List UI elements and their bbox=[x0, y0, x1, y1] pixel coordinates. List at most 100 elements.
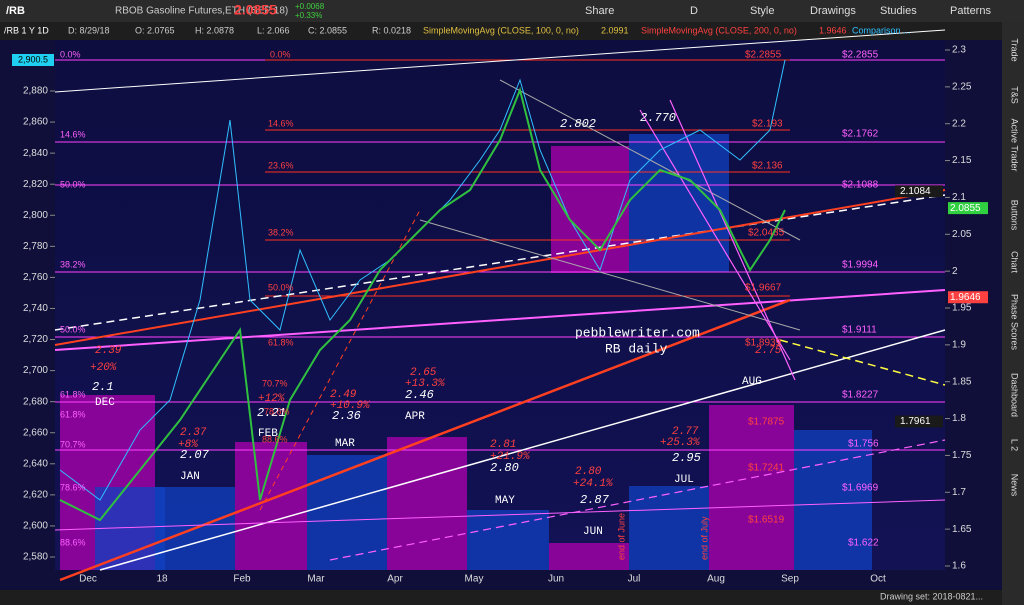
gains-label: +25.3% bbox=[660, 437, 701, 449]
price-badge bbox=[895, 185, 943, 198]
gains-label: 2.77 bbox=[672, 426, 699, 438]
fib-red-label: $1.7875 bbox=[748, 417, 785, 428]
fib-left-label: 50.0% bbox=[60, 324, 86, 334]
side-tab[interactable]: L 2 bbox=[1010, 439, 1020, 451]
side-tab[interactable]: Phase Scores bbox=[1010, 294, 1020, 351]
y2-tick-label: 1.75 bbox=[952, 450, 972, 461]
side-tab[interactable]: Trade bbox=[1010, 38, 1020, 61]
side-tab[interactable]: Dashboard bbox=[1010, 373, 1020, 417]
drawing-line bbox=[54, 499, 946, 531]
watermark-label: pebblewriter.com bbox=[575, 325, 700, 340]
fib-right-label: $2.2855 bbox=[842, 50, 879, 61]
drawing-line bbox=[59, 298, 791, 582]
y2-tick-label: 1.65 bbox=[952, 524, 972, 535]
info-bar bbox=[0, 22, 1024, 40]
x-tick-label: 18 bbox=[156, 574, 168, 585]
y-tick-label: 2,680 bbox=[23, 396, 48, 407]
y2-tick-label: 1.7 bbox=[952, 487, 966, 498]
x-tick-label: Apr bbox=[387, 574, 403, 585]
price-badge-label: 2.0855 bbox=[950, 203, 981, 214]
note: end of June bbox=[616, 513, 626, 560]
fib-right-label: $1.9994 bbox=[842, 260, 879, 271]
y2-tick-label: 1.85 bbox=[952, 376, 972, 387]
gains-label: +12% bbox=[258, 393, 286, 405]
y2-tick-label: 2.15 bbox=[952, 155, 972, 166]
y2-tick-label: 2.2 bbox=[952, 118, 966, 129]
x-tick-label: Jul bbox=[628, 574, 641, 585]
toolbar bbox=[0, 0, 1024, 22]
side-tab[interactable]: T&S bbox=[1010, 86, 1020, 104]
x-tick-label: Jun bbox=[548, 574, 564, 585]
waves-label: 2.80 bbox=[490, 461, 519, 475]
toolbar-button[interactable]: Studies bbox=[880, 5, 917, 17]
watermark-label: RB daily bbox=[605, 341, 668, 356]
side-tab[interactable]: Buttons bbox=[1010, 200, 1020, 231]
info-comparison: Comparison ... bbox=[852, 25, 911, 35]
fib-mid-label: 50.0% bbox=[268, 282, 294, 292]
info-period: /RB 1 Y 1D bbox=[4, 25, 49, 35]
y-tick-label: 2,840 bbox=[23, 148, 48, 159]
info-low: L: 2.066 bbox=[257, 25, 290, 35]
info-range: R: 0.0218 bbox=[372, 25, 411, 35]
waves-label: 2.87 bbox=[580, 493, 610, 507]
fib-red-label: $1.7241 bbox=[748, 463, 785, 474]
y-tick-label: 2,580 bbox=[23, 552, 48, 563]
price-badge-label: 2.1084 bbox=[900, 186, 931, 197]
y2-tick-label: 2.05 bbox=[952, 229, 972, 240]
period-box bbox=[387, 437, 467, 570]
gains-label: +13.3% bbox=[405, 378, 446, 390]
fib-mid-label: 14.6% bbox=[268, 118, 294, 128]
y-tick-label: 2,660 bbox=[23, 427, 48, 438]
side-tab[interactable]: Active Trader bbox=[1010, 118, 1020, 171]
toolbar-button[interactable]: Patterns bbox=[950, 5, 991, 17]
side-tab[interactable]: News bbox=[1010, 474, 1020, 497]
period-box bbox=[794, 430, 872, 570]
y2-tick-label: 2.3 bbox=[952, 45, 966, 56]
fib-mid-label: 61.8% bbox=[268, 337, 294, 347]
y-tick-label: 2,620 bbox=[23, 490, 48, 501]
period-box bbox=[629, 486, 709, 570]
y-tick-label: 2,780 bbox=[23, 241, 48, 252]
toolbar-button[interactable]: Style bbox=[750, 5, 774, 17]
fib-left-label: 61.8% bbox=[60, 389, 86, 399]
months-label: AUG bbox=[742, 376, 762, 388]
info-open: O: 2.0765 bbox=[135, 25, 175, 35]
drawing-line bbox=[419, 219, 801, 331]
fib-mid-label: 70.7% bbox=[262, 378, 288, 388]
side-panel bbox=[1002, 22, 1024, 605]
toolbar-button[interactable]: D bbox=[690, 5, 698, 17]
change-pct: +0.33% bbox=[295, 11, 322, 20]
price-badge-label: 1.7961 bbox=[900, 416, 931, 427]
toolbar-button[interactable]: Share bbox=[585, 5, 614, 17]
right-axis bbox=[945, 40, 1002, 570]
info-date: D: 8/29/18 bbox=[68, 25, 110, 35]
gains-label: 2.39 bbox=[95, 345, 122, 357]
y-tick-label: 2,720 bbox=[23, 334, 48, 345]
gains-label: 2.37 bbox=[180, 427, 207, 439]
fib-right-label: $1.6969 bbox=[842, 483, 879, 494]
months-label: MAR bbox=[335, 438, 355, 450]
fib-left-label: 0.0% bbox=[60, 49, 81, 59]
symbol: /RB bbox=[6, 5, 25, 17]
fib-red-label: $2.2855 bbox=[745, 50, 782, 61]
gains-label: +10.9% bbox=[330, 400, 371, 412]
fib-right-label: $2.1762 bbox=[842, 129, 879, 140]
drawing-line bbox=[99, 329, 946, 571]
info-close: C: 2.0855 bbox=[308, 25, 347, 35]
side-tab[interactable]: Chart bbox=[1010, 251, 1020, 274]
waves-label: 2.07 bbox=[180, 448, 210, 462]
info-sma100: SimpleMovingAvg (CLOSE, 100, 0, no) bbox=[423, 25, 579, 35]
price-badge-label: 1.9646 bbox=[950, 292, 981, 303]
toolbar-button[interactable]: Drawings bbox=[810, 5, 856, 17]
months-label: JUL bbox=[674, 474, 694, 486]
y-tick-label: 2,760 bbox=[23, 272, 48, 283]
y2-tick-label: 2.25 bbox=[952, 81, 972, 92]
drawing-line bbox=[639, 109, 791, 361]
price-badge bbox=[948, 291, 988, 304]
fib-mid-label: 23.6% bbox=[268, 160, 294, 170]
waves-label: 2.21 bbox=[257, 406, 286, 420]
drawing-line bbox=[329, 439, 946, 561]
waves-label: 2.770 bbox=[640, 111, 676, 125]
waves-label: 2.36 bbox=[332, 409, 361, 423]
period-box bbox=[467, 510, 549, 570]
